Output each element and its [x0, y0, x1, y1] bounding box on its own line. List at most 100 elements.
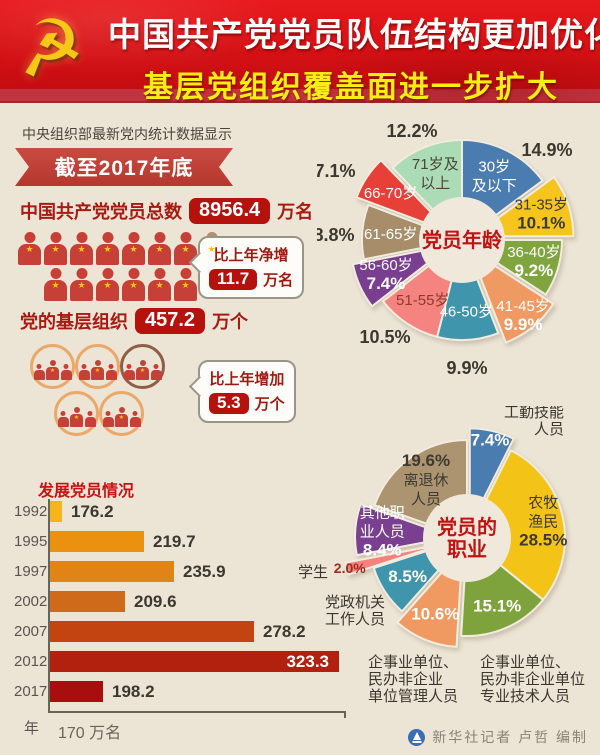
orgs-growth-value-badge: 5.3	[209, 393, 249, 414]
mini-person-icon	[103, 411, 114, 427]
slice-label: 学生	[299, 564, 328, 581]
bar	[50, 501, 62, 522]
org-circle: ★	[30, 344, 75, 389]
bar-chart-baseline-note: 170 万名	[58, 725, 122, 742]
slice-pct-label: 19.6%	[402, 451, 450, 470]
pie-slice-7	[361, 203, 463, 261]
bar-value-label: 219.7	[153, 532, 196, 551]
bar-chart: 年 170 万名 1992 176.2 1995 219.7 1997 235.9 2002…	[14, 499, 594, 742]
person-icon: ★	[148, 232, 171, 265]
person-icon: ★	[18, 232, 41, 265]
mini-person-icon	[79, 364, 90, 380]
donut-center-title: 党员的职业	[437, 515, 497, 561]
person-icon: ★	[122, 268, 145, 301]
bar-chart-y-axis	[48, 499, 50, 713]
banner-title-line2: 基层党组织覆盖面进一步扩大	[143, 71, 559, 104]
slice-pct-label: 7.4%	[471, 431, 510, 450]
members-growth-bubble: 比上年净增 11.7 万名	[198, 236, 305, 299]
person-icon: ★	[70, 268, 93, 301]
donut-hole	[423, 494, 511, 582]
slice-pct-label: 9.9%	[446, 358, 487, 378]
person-icon: ★	[122, 232, 145, 265]
pie-slice-3	[468, 248, 555, 344]
org-circle: ★	[120, 344, 165, 389]
slice-label: 工作人员	[325, 611, 385, 628]
bar-value-label: 323.3	[286, 652, 329, 671]
org-circle: ★	[99, 391, 144, 436]
mini-person-icon: ★	[115, 407, 129, 427]
slice-label: 人员	[534, 421, 564, 438]
slice-pct-label: 8.4%	[363, 540, 402, 559]
total-members-value-badge: 8956.4	[189, 198, 271, 224]
mini-person-icon	[129, 411, 141, 427]
member-icon-row: ★ ★ ★ ★ ★ ★ ★ ★	[18, 232, 226, 266]
grassroots-orgs-label: 党的基层组织	[20, 312, 128, 332]
bar-row: 2002 209.6	[14, 591, 594, 612]
bar-row: 1992 176.2	[14, 501, 594, 522]
slice-pct-label: 10.5%	[359, 327, 410, 347]
bar-row: 2017 198.2	[14, 681, 594, 702]
xinhua-logo-icon	[408, 728, 426, 746]
slice-pct-label: 7.4%	[367, 274, 406, 293]
orgs-growth-bubble: 比上年增加 5.3 万个	[198, 360, 296, 423]
slice-label: 41-45岁	[496, 298, 549, 315]
slice-pct-label: 8.5%	[388, 567, 427, 586]
date-ribbon-label: 截至2017年底	[54, 157, 194, 180]
slice-label: 46-50岁	[440, 303, 493, 320]
pie-slice-1	[466, 449, 566, 601]
party-emblem-icon: ☭	[10, 1, 90, 96]
person-icon: ★	[96, 268, 119, 301]
slice-label: 31-35岁	[515, 196, 568, 213]
person-icon: ★	[44, 232, 67, 265]
bar-value-label: 198.2	[112, 682, 155, 701]
slice-label: 30岁	[478, 159, 510, 176]
slice-label: 企事业单位、	[480, 653, 570, 671]
slice-label: 渔民	[528, 514, 558, 531]
slice-label: 及以下	[472, 178, 517, 195]
slice-pct-label: 8.8%	[317, 225, 355, 245]
slice-pct-label: 15.1%	[473, 597, 521, 616]
pie-slice-6	[354, 503, 455, 557]
org-circle: ★	[75, 344, 120, 389]
org-circle: ★	[54, 391, 99, 436]
bar-year-label: 2007	[14, 623, 48, 640]
banner-titles: 中国共产党党员队伍结构更加优化 基层党组织覆盖面进一步扩大	[108, 8, 600, 106]
mini-person-icon	[105, 364, 117, 380]
mini-person-icon: ★	[70, 407, 84, 427]
bar-row: 2007 278.2	[14, 621, 594, 642]
donut-center-title: 党员年龄	[422, 228, 503, 252]
slice-label: 党政机关	[325, 594, 385, 611]
orgs-growth-unit: 万个	[254, 396, 285, 413]
slice-label: 工勤技能	[504, 406, 564, 421]
pie-slice-8	[355, 159, 452, 234]
grassroots-orgs-line: 党的基层组织 457.2 万个	[20, 308, 248, 334]
mini-person-icon	[58, 411, 69, 427]
slice-label: 56-60岁	[359, 257, 412, 274]
slice-label: 农牧	[528, 495, 558, 512]
total-members-unit: 万名	[277, 202, 314, 222]
date-ribbon: 截至2017年底	[15, 148, 233, 186]
bar-value-label: 278.2	[263, 622, 306, 641]
bar-row: 2012 323.3	[14, 651, 594, 672]
mini-person-icon	[34, 364, 45, 380]
mini-person-icon: ★	[46, 360, 60, 380]
slice-label: 民办非企业单位	[480, 670, 585, 688]
bar-year-label: 1997	[14, 563, 48, 580]
bar-year-label: 1995	[14, 533, 48, 550]
banner-title-line1: 中国共产党党员队伍结构更加优化	[108, 16, 600, 53]
orgs-growth-label: 比上年增加	[209, 371, 285, 388]
slice-label: 单位管理人员	[368, 688, 458, 705]
bar-chart-x-axis	[48, 711, 346, 718]
grassroots-orgs-value-badge: 457.2	[135, 308, 206, 334]
member-icon-row: ★ ★ ★ ★ ★ ★	[44, 268, 226, 302]
bar-value-label: 235.9	[183, 562, 226, 581]
mini-person-icon	[60, 364, 72, 380]
person-icon: ★	[70, 232, 93, 265]
slice-pct-label: 2.0%	[334, 560, 366, 576]
slice-pct-label: 28.5%	[519, 531, 567, 550]
total-members-label: 中国共产党党员总数	[20, 202, 182, 222]
members-growth-unit: 万名	[263, 272, 294, 289]
person-icon: ★	[174, 268, 197, 301]
bar	[50, 621, 254, 642]
